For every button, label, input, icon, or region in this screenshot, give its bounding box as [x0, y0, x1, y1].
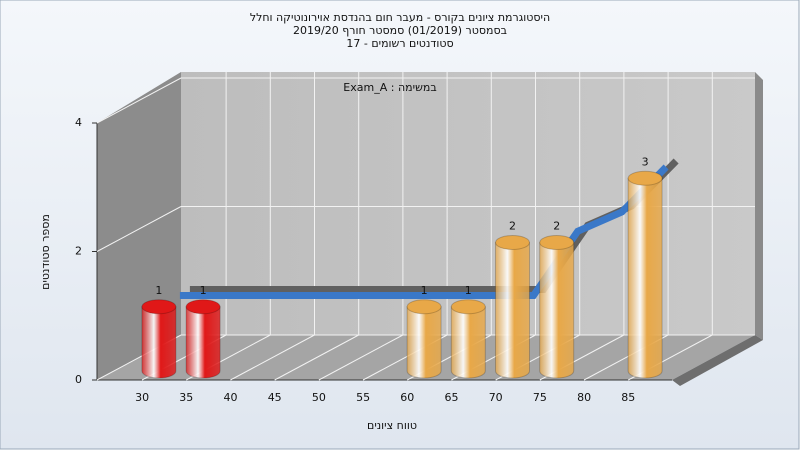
bar	[627, 177, 663, 379]
bar-top	[141, 299, 177, 315]
y-tick-label: 0	[75, 373, 82, 386]
line	[179, 164, 669, 299]
bar-top	[450, 299, 486, 315]
grid-line	[230, 334, 315, 381]
bar	[539, 242, 575, 379]
bar-top	[185, 299, 221, 315]
x-tick-label: 60	[400, 391, 414, 404]
x-tick-label: 55	[356, 391, 370, 404]
x-tick-label: 30	[135, 391, 149, 404]
y-tick-label: 4	[75, 116, 82, 129]
bar	[141, 306, 177, 379]
chart-subtitle: בסמסטר (01/2019) סמסטר חורף 2019/20	[293, 24, 507, 37]
grid-line	[96, 206, 182, 252]
x-tick-label: 40	[224, 391, 238, 404]
y-tick-label: 2	[75, 245, 82, 258]
x-tick-label: 85	[621, 391, 635, 404]
bar-top	[406, 299, 442, 315]
bar-top	[495, 235, 530, 250]
back-wall	[181, 72, 755, 335]
value-label: 1	[465, 284, 472, 297]
x-tick-label: 80	[577, 391, 591, 404]
floor-edge	[672, 335, 763, 386]
x-tick-label: 35	[179, 391, 193, 404]
bar	[406, 306, 442, 379]
x-tick-label: 65	[445, 391, 459, 404]
value-label: 1	[155, 284, 162, 297]
x-tick-label: 70	[489, 391, 503, 404]
value-label: 2	[509, 220, 516, 233]
plot-area	[96, 72, 763, 386]
annotation: במשימה : Exam_A	[343, 81, 436, 94]
bar-top	[627, 170, 663, 186]
x-tick-label: 45	[268, 391, 282, 404]
value-label: 1	[200, 284, 207, 297]
grid-line	[274, 334, 359, 381]
chart-title: היסטוגרמת ציונים בקורס - מעבר חום בהנדסת…	[250, 11, 550, 24]
x-tick-label: 75	[533, 391, 547, 404]
bar-top	[539, 235, 575, 250]
value-label: 1	[421, 284, 428, 297]
value-label: 2	[553, 220, 560, 233]
chart-subtitle: סטודנטים רשומים - 17	[346, 37, 453, 50]
bar	[185, 306, 221, 379]
grid-line	[318, 334, 404, 381]
grid-line	[96, 77, 182, 124]
bar	[450, 306, 486, 379]
value-label: 3	[642, 155, 649, 168]
y-axis-label: מספר סטודנטים	[39, 214, 52, 290]
bar	[495, 242, 530, 379]
x-axis-label: טווח ציונים	[367, 419, 417, 432]
x-tick-label: 50	[312, 391, 326, 404]
